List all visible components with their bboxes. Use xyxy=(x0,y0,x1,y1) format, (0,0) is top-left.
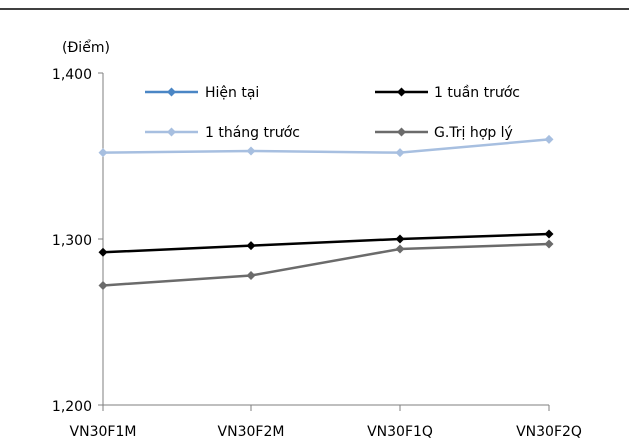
x-tick-label: VN30F2Q xyxy=(516,424,582,440)
legend-label: Hiện tại xyxy=(205,85,259,101)
series-line xyxy=(102,138,550,154)
legend-marker xyxy=(397,127,406,137)
data-point xyxy=(98,280,108,290)
data-point xyxy=(98,247,108,257)
data-point xyxy=(98,148,108,158)
y-unit-label: (Điểm) xyxy=(62,39,110,56)
legend-marker xyxy=(167,87,176,97)
legend-item-1-tuan-truoc: 1 tuần trước xyxy=(375,85,520,101)
data-point xyxy=(544,229,554,239)
y-tick-label: 1,200 xyxy=(52,399,92,415)
data-point xyxy=(246,241,256,251)
y-axis: 1,200 1,300 1,400 xyxy=(52,67,104,415)
y-tick-label: 1,300 xyxy=(52,233,92,249)
series-2 xyxy=(98,229,554,257)
legend: Hiện tại 1 tuần trước 1 tháng trước G.Tr… xyxy=(145,85,520,141)
series-layer xyxy=(98,134,554,290)
series-line xyxy=(102,232,550,254)
series-4 xyxy=(98,239,554,290)
legend-label: 1 tháng trước xyxy=(205,125,300,141)
series-line xyxy=(102,242,550,287)
data-point xyxy=(395,234,405,244)
data-point xyxy=(544,134,554,144)
x-tick-label: VN30F1Q xyxy=(367,424,433,440)
legend-marker xyxy=(397,87,406,97)
x-axis: VN30F1M VN30F2M VN30F1Q VN30F2Q xyxy=(70,404,582,440)
legend-item-hien-tai: Hiện tại xyxy=(145,85,259,101)
legend-item-gia-tri-hop-ly: G.Trị hợp lý xyxy=(375,125,513,141)
y-tick-label: 1,400 xyxy=(52,67,92,83)
legend-item-1-thang-truoc: 1 tháng trước xyxy=(145,125,300,141)
legend-label: G.Trị hợp lý xyxy=(434,125,513,141)
x-tick-label: VN30F2M xyxy=(218,424,285,440)
data-point xyxy=(246,146,256,156)
data-point xyxy=(395,148,405,158)
x-tick-label: VN30F1M xyxy=(70,424,137,440)
legend-marker xyxy=(167,127,176,137)
legend-label: 1 tuần trước xyxy=(434,85,520,101)
series-3 xyxy=(98,134,554,158)
data-point xyxy=(395,244,405,254)
data-point xyxy=(246,271,256,281)
data-point xyxy=(544,239,554,249)
